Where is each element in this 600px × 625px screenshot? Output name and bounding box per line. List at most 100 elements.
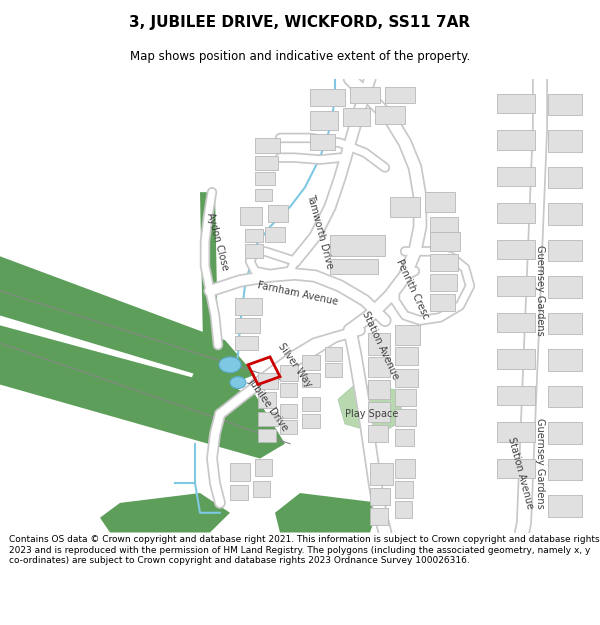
Polygon shape: [497, 130, 535, 150]
Polygon shape: [325, 347, 342, 361]
Polygon shape: [268, 205, 288, 222]
Polygon shape: [548, 239, 582, 261]
Polygon shape: [548, 312, 582, 334]
Polygon shape: [395, 481, 413, 498]
Polygon shape: [338, 384, 405, 434]
Polygon shape: [265, 227, 285, 241]
Polygon shape: [395, 429, 414, 446]
Polygon shape: [497, 239, 535, 259]
Polygon shape: [235, 336, 258, 350]
Polygon shape: [255, 138, 280, 152]
Polygon shape: [497, 349, 535, 369]
Polygon shape: [375, 106, 405, 124]
Polygon shape: [255, 459, 272, 476]
Polygon shape: [368, 425, 388, 442]
Polygon shape: [280, 404, 297, 418]
Polygon shape: [370, 464, 393, 485]
Polygon shape: [395, 501, 412, 518]
Polygon shape: [230, 464, 250, 481]
Polygon shape: [230, 485, 248, 500]
Polygon shape: [497, 386, 535, 405]
Polygon shape: [395, 409, 416, 426]
Polygon shape: [240, 207, 262, 225]
Polygon shape: [275, 493, 380, 532]
Polygon shape: [390, 197, 420, 217]
Polygon shape: [200, 192, 225, 374]
Polygon shape: [100, 493, 230, 532]
Polygon shape: [548, 459, 582, 480]
Polygon shape: [253, 481, 270, 497]
Polygon shape: [370, 508, 388, 524]
Ellipse shape: [230, 377, 246, 389]
Polygon shape: [368, 379, 390, 399]
Polygon shape: [548, 94, 582, 115]
Polygon shape: [497, 422, 535, 442]
Polygon shape: [280, 382, 297, 398]
Polygon shape: [343, 108, 370, 126]
Polygon shape: [245, 229, 263, 242]
Polygon shape: [370, 488, 390, 505]
Polygon shape: [430, 232, 460, 251]
Polygon shape: [302, 372, 320, 388]
Polygon shape: [395, 347, 418, 365]
Text: Aydon Close: Aydon Close: [205, 211, 230, 272]
Polygon shape: [350, 87, 380, 103]
Polygon shape: [255, 156, 278, 171]
Polygon shape: [325, 363, 342, 377]
Polygon shape: [302, 414, 320, 428]
Polygon shape: [497, 166, 535, 186]
Polygon shape: [0, 256, 255, 384]
Polygon shape: [235, 319, 260, 333]
Polygon shape: [430, 254, 458, 271]
Polygon shape: [548, 349, 582, 371]
Text: Tamworth Drive: Tamworth Drive: [305, 193, 335, 270]
Polygon shape: [548, 276, 582, 298]
Polygon shape: [548, 203, 582, 225]
Polygon shape: [258, 429, 276, 442]
Text: 3, JUBILEE DRIVE, WICKFORD, SS11 7AR: 3, JUBILEE DRIVE, WICKFORD, SS11 7AR: [130, 14, 470, 29]
Polygon shape: [395, 389, 416, 406]
Polygon shape: [430, 234, 455, 248]
Polygon shape: [368, 402, 390, 422]
Text: Farnham Avenue: Farnham Avenue: [257, 281, 339, 308]
Text: Penrith Cresc: Penrith Cresc: [394, 258, 430, 321]
Polygon shape: [368, 357, 390, 377]
Polygon shape: [430, 217, 458, 232]
Polygon shape: [548, 422, 582, 444]
Polygon shape: [497, 203, 535, 222]
Polygon shape: [235, 298, 262, 316]
Polygon shape: [330, 234, 385, 256]
Polygon shape: [0, 326, 285, 459]
Polygon shape: [185, 370, 245, 434]
Polygon shape: [368, 333, 390, 355]
Polygon shape: [255, 173, 275, 185]
Text: Play Space: Play Space: [346, 409, 398, 419]
Polygon shape: [280, 420, 297, 434]
Polygon shape: [548, 166, 582, 188]
Polygon shape: [430, 294, 455, 311]
Text: Station Avenue: Station Avenue: [506, 436, 535, 511]
Polygon shape: [497, 459, 535, 478]
Polygon shape: [395, 459, 415, 478]
Ellipse shape: [219, 357, 241, 372]
Text: Guernsey Gardens: Guernsey Gardens: [535, 418, 545, 509]
Text: Map shows position and indicative extent of the property.: Map shows position and indicative extent…: [130, 50, 470, 63]
Polygon shape: [280, 365, 298, 381]
Polygon shape: [255, 189, 272, 201]
Text: Jubilee Drive: Jubilee Drive: [246, 376, 290, 432]
Polygon shape: [395, 369, 418, 386]
Polygon shape: [310, 89, 345, 106]
Text: Station Avenue: Station Avenue: [360, 309, 400, 381]
Polygon shape: [258, 412, 278, 426]
Polygon shape: [548, 130, 582, 152]
Polygon shape: [497, 312, 535, 332]
Polygon shape: [330, 259, 378, 274]
Polygon shape: [548, 386, 582, 408]
Polygon shape: [310, 134, 335, 150]
Polygon shape: [497, 94, 535, 113]
Text: Guernsey Gardens: Guernsey Gardens: [535, 246, 545, 336]
Polygon shape: [310, 111, 338, 130]
Polygon shape: [302, 355, 320, 370]
Text: Silver Way: Silver Way: [276, 341, 314, 389]
Polygon shape: [245, 244, 263, 258]
